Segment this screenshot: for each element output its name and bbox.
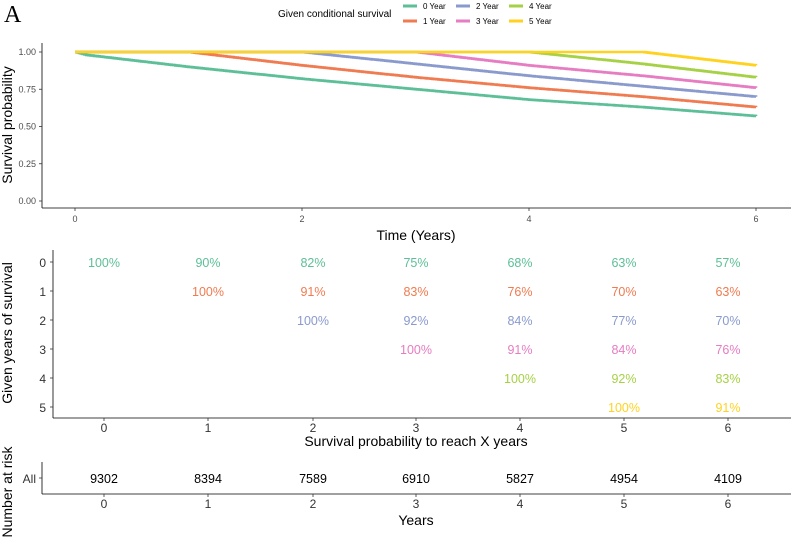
table-cell: 83%	[715, 372, 740, 386]
y-tick-label: 0.00	[18, 196, 36, 206]
x-axis-title: Time (Years)	[376, 227, 455, 243]
y-tick-label: 0.75	[18, 84, 36, 94]
risk-cell: 9302	[90, 472, 118, 486]
table-cell: 100%	[400, 343, 432, 357]
legend-label: 4 Year	[529, 2, 552, 11]
table-cell: 75%	[403, 256, 428, 270]
x-tick-label: 0	[72, 214, 77, 224]
table-cell: 84%	[507, 314, 532, 328]
risk-column-label: 4	[517, 497, 524, 511]
survival-curve	[75, 50, 758, 67]
table-cell: 91%	[715, 401, 740, 415]
risk-cell: 7589	[299, 472, 327, 486]
risk-cell: 4954	[610, 472, 638, 486]
table-cell: 92%	[403, 314, 428, 328]
table-cell: 63%	[611, 256, 636, 270]
legend-label: 2 Year	[476, 2, 499, 11]
legend-label: 3 Year	[476, 17, 499, 26]
column-label: 3	[413, 421, 420, 435]
x-tick-label: 4	[526, 214, 531, 224]
conditional-survival-table: 0 100% 90% 82% 75% 68% 63% 57% 1 100% 91% 83% 76% 70%…	[0, 250, 791, 449]
legend: Given conditional survival 0 Year 1 Year 2…	[278, 2, 552, 26]
survival-curve	[75, 50, 758, 98]
y-tick-label: 0.50	[18, 122, 36, 132]
table-cell: 76%	[507, 285, 532, 299]
table-x-axis-title: Survival probability to reach X years	[304, 433, 527, 449]
table-cell: 70%	[715, 314, 740, 328]
table-cell: 100%	[504, 372, 536, 386]
table-y-axis-title: Given years of survival	[0, 262, 15, 404]
risk-column-label: 6	[725, 497, 732, 511]
column-label: 6	[725, 421, 732, 435]
table-cell: 92%	[611, 372, 636, 386]
x-tick-label: 2	[299, 214, 304, 224]
table-cell: 90%	[195, 256, 220, 270]
legend-label: 5 Year	[529, 17, 552, 26]
legend-title: Given conditional survival	[278, 9, 391, 20]
row-label: 4	[39, 372, 46, 386]
y-axis-title: Survival probability	[0, 66, 15, 184]
row-label: 0	[39, 256, 46, 270]
risk-cell: 6910	[402, 472, 430, 486]
y-tick-label: 0.25	[18, 159, 36, 169]
table-cell: 100%	[608, 401, 640, 415]
survival-curve	[75, 50, 758, 118]
risk-column-label: 0	[101, 497, 108, 511]
risk-cell: 4109	[714, 472, 742, 486]
column-label: 4	[517, 421, 524, 435]
risk-row-label: All	[23, 472, 36, 486]
table-cell: 84%	[611, 343, 636, 357]
row-label: 5	[39, 401, 46, 415]
panel-label: A	[4, 2, 22, 28]
column-label: 1	[205, 421, 212, 435]
table-cell: 70%	[611, 285, 636, 299]
column-label: 2	[310, 421, 317, 435]
table-cell: 100%	[192, 285, 224, 299]
row-label: 2	[39, 314, 46, 328]
survival-plot: 0.00 0.25 0.50 0.75 1.00 0 2 4 6 Time (Years) S…	[0, 43, 791, 243]
table-cell: 76%	[715, 343, 740, 357]
table-cell: 100%	[297, 314, 329, 328]
y-tick-label: 1.00	[18, 47, 36, 57]
column-label: 5	[621, 421, 628, 435]
risk-column-label: 3	[413, 497, 420, 511]
risk-cell: 8394	[194, 472, 222, 486]
risk-x-axis-title: Years	[398, 512, 433, 528]
risk-column-label: 5	[621, 497, 628, 511]
table-cell: 63%	[715, 285, 740, 299]
risk-column-label: 2	[310, 497, 317, 511]
survival-curve	[75, 50, 758, 89]
table-cell: 91%	[507, 343, 532, 357]
survival-curve	[75, 50, 758, 109]
table-cell: 77%	[611, 314, 636, 328]
table-cell: 82%	[300, 256, 325, 270]
table-cell: 83%	[403, 285, 428, 299]
legend-label: 0 Year	[423, 2, 446, 11]
risk-cell: 5827	[506, 472, 534, 486]
row-label: 1	[39, 285, 46, 299]
table-cell: 100%	[88, 256, 120, 270]
survival-curve	[75, 50, 758, 79]
table-cell: 91%	[300, 285, 325, 299]
x-tick-label: 6	[753, 214, 758, 224]
table-cell: 68%	[507, 256, 532, 270]
column-label: 0	[101, 421, 108, 435]
row-label: 3	[39, 343, 46, 357]
risk-y-axis-title: Number at risk	[0, 445, 15, 537]
risk-column-label: 1	[205, 497, 212, 511]
legend-label: 1 Year	[423, 17, 446, 26]
table-cell: 57%	[715, 256, 740, 270]
